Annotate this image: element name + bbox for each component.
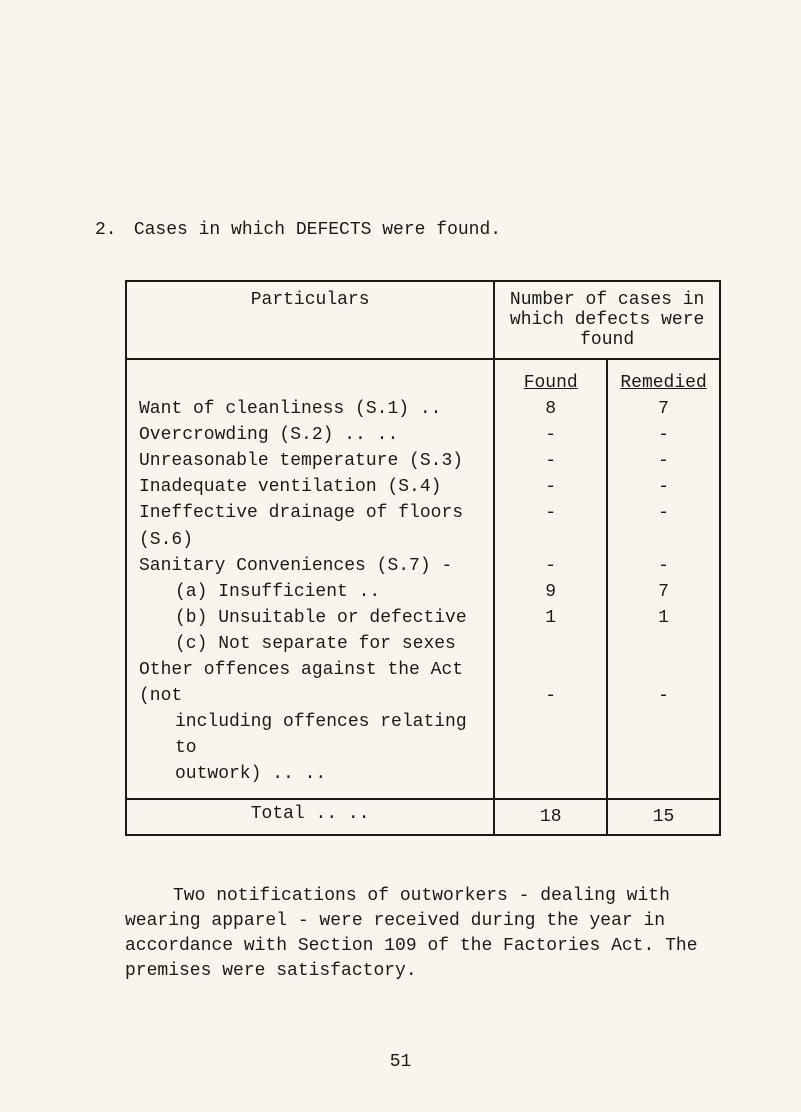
particulars-line: Sanitary Conveniences (S.7) - <box>139 553 483 579</box>
defects-table-wrap: Particulars Number of cases in which def… <box>125 280 721 836</box>
particulars-line: (b) Unsuitable or defective <box>139 605 483 631</box>
found-value: 9 <box>505 579 596 605</box>
found-value: 1 <box>505 605 596 631</box>
heading-text: Cases in which DEFECTS were found. <box>134 220 501 240</box>
remedied-value <box>618 657 709 683</box>
remedied-value: - <box>618 500 709 526</box>
header-cases: Number of cases in which defects were fo… <box>494 281 720 359</box>
remedied-value: - <box>618 553 709 579</box>
remedied-value: - <box>618 683 709 709</box>
found-value: - <box>505 683 596 709</box>
found-value: 8 <box>505 396 596 422</box>
defects-table: Particulars Number of cases in which def… <box>125 280 721 836</box>
total-found: 18 <box>494 799 607 835</box>
found-value: - <box>505 474 596 500</box>
remedied-value <box>618 527 709 553</box>
found-value: - <box>505 500 596 526</box>
table-body-row: x Want of cleanliness (S.1) ..Overcrowdi… <box>126 359 720 799</box>
remedied-value <box>618 631 709 657</box>
found-value: - <box>505 448 596 474</box>
particulars-line: Inadequate ventilation (S.4) <box>139 474 483 500</box>
particulars-line: Ineffective drainage of floors (S.6) <box>139 500 483 552</box>
table-total-row: Total .. .. 18 15 <box>126 799 720 835</box>
body-paragraph: Two notifications of outworkers - dealin… <box>125 884 721 985</box>
particulars-cell: x Want of cleanliness (S.1) ..Overcrowdi… <box>126 359 494 799</box>
particulars-line: outwork) .. .. <box>139 761 483 787</box>
particulars-line: including offences relating to <box>139 709 483 761</box>
particulars-line: Want of cleanliness (S.1) .. <box>139 396 483 422</box>
remedied-value: - <box>618 474 709 500</box>
found-cell: Found 8---- -91 - <box>494 359 607 799</box>
particulars-line: Overcrowding (S.2) .. .. <box>139 422 483 448</box>
particulars-line: (c) Not separate for sexes <box>139 631 483 657</box>
page-number: 51 <box>0 1052 801 1072</box>
found-value: - <box>505 422 596 448</box>
remedied-value: 7 <box>618 396 709 422</box>
subheader-remedied: Remedied <box>618 370 709 396</box>
remedied-value: - <box>618 422 709 448</box>
found-value <box>505 631 596 657</box>
found-value: - <box>505 553 596 579</box>
total-remedied: 15 <box>607 799 720 835</box>
table-header-row: Particulars Number of cases in which def… <box>126 281 720 359</box>
remedied-value: 1 <box>618 605 709 631</box>
remedied-value: - <box>618 448 709 474</box>
found-value <box>505 527 596 553</box>
particulars-line: (a) Insufficient .. <box>139 579 483 605</box>
particulars-line: Other offences against the Act (not <box>139 657 483 709</box>
found-value <box>505 657 596 683</box>
heading-number: 2. <box>95 220 123 240</box>
remedied-value: 7 <box>618 579 709 605</box>
particulars-line: Unreasonable temperature (S.3) <box>139 448 483 474</box>
remedied-cell: Remedied 7---- -71 - <box>607 359 720 799</box>
header-particulars: Particulars <box>126 281 494 359</box>
section-heading: 2. Cases in which DEFECTS were found. <box>95 220 731 240</box>
subheader-found: Found <box>505 370 596 396</box>
total-label: Total .. .. <box>126 799 494 835</box>
